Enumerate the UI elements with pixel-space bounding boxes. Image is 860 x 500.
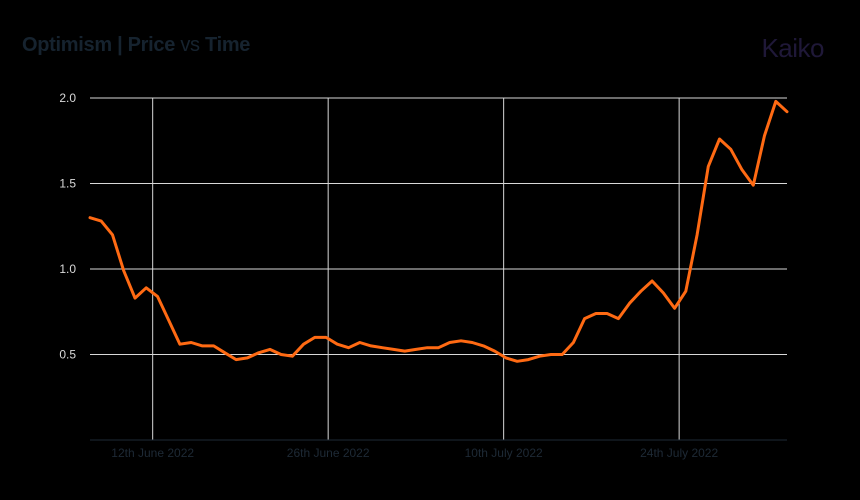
y-tick-label: 1.5 bbox=[59, 177, 76, 191]
y-tick-label: 2.0 bbox=[59, 91, 76, 105]
chart-title-end: Time bbox=[205, 34, 251, 56]
grid-lines bbox=[90, 97, 787, 440]
price-series bbox=[88, 99, 789, 363]
brand-logo: Kaiko bbox=[761, 33, 824, 63]
y-axis-ticks: 0.5 1.0 1.5 2.0 bbox=[59, 91, 76, 362]
chart-title-main: Optimism | Price bbox=[22, 34, 176, 56]
price-line bbox=[88, 99, 789, 363]
chart-title: Optimism | Price vs Time bbox=[22, 34, 250, 57]
chart-title-vs: vs bbox=[180, 34, 200, 56]
x-tick-label: 24th July 2022 bbox=[640, 446, 718, 460]
x-tick-label: 12th June 2022 bbox=[111, 446, 194, 460]
y-tick-label: 0.5 bbox=[59, 348, 76, 362]
y-tick-label: 1.0 bbox=[59, 262, 76, 276]
x-tick-label: 10th July 2022 bbox=[465, 446, 543, 460]
x-axis-ticks: 12th June 2022 26th June 2022 10th July 20… bbox=[111, 446, 718, 460]
x-tick-label: 26th June 2022 bbox=[287, 446, 370, 460]
